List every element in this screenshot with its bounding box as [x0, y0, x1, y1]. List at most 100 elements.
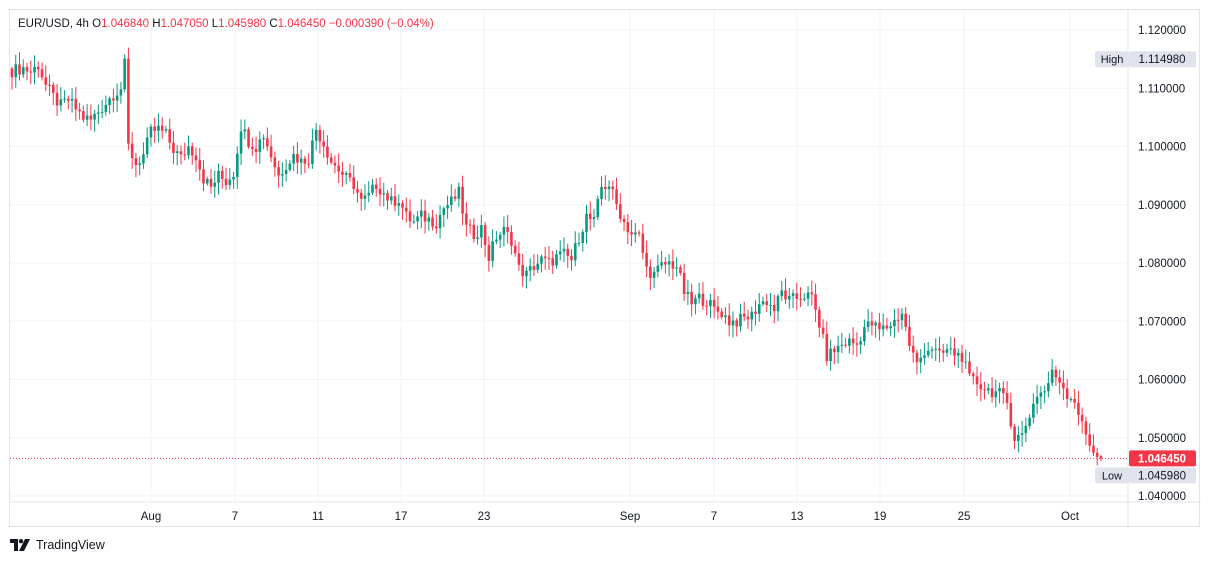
candle-body: [74, 98, 78, 110]
candle-body: [168, 129, 172, 143]
candle-body: [378, 188, 382, 195]
candle-body: [551, 258, 555, 266]
candle-body: [18, 64, 21, 75]
candle-body: [213, 182, 217, 187]
candle-body: [97, 112, 100, 114]
candle-body: [142, 154, 145, 164]
candle-body: [401, 203, 404, 208]
time-axis[interactable]: Aug 7 11 17 23 Sep 7 13 19 25 Oct: [141, 511, 1080, 523]
candlestick-series[interactable]: [10, 47, 1103, 466]
candle-body: [960, 352, 964, 363]
candle-body: [705, 305, 708, 307]
candle-body: [48, 84, 51, 86]
tradingview-logo[interactable]: TradingView: [10, 538, 105, 552]
candle-body: [491, 241, 494, 261]
interval-label[interactable]: 4h: [76, 18, 89, 30]
candle-body: [964, 361, 968, 363]
candle-body: [874, 322, 877, 326]
time-tick-label: Sep: [620, 511, 640, 523]
candle-body: [731, 320, 735, 326]
candle-body: [637, 232, 641, 234]
candle-body: [926, 350, 930, 356]
symbol-label[interactable]: EUR/USD: [18, 18, 70, 30]
candle-body: [296, 154, 299, 163]
candle-body: [667, 261, 671, 265]
candle-body: [172, 142, 175, 154]
chart-frame[interactable]: 1.120000 1.110000 1.100000 1.090000 1.080000…: [9, 9, 1201, 528]
candle-body: [690, 291, 693, 305]
ohlc-legend: EUR/USD, 4h O1.046840 H1.047050 L1.04598…: [18, 18, 434, 30]
candle-body: [558, 251, 562, 255]
candle-body: [772, 304, 776, 312]
candle-body: [716, 306, 720, 312]
candle-body: [273, 157, 277, 168]
marker-value-bg: [1129, 450, 1196, 467]
candle-body: [742, 313, 746, 317]
marker-label: Low: [1102, 470, 1122, 482]
candle-body: [806, 292, 810, 299]
candle-body: [389, 196, 393, 201]
candle-body: [679, 267, 682, 273]
candle-body: [656, 265, 660, 272]
candle-body: [611, 186, 615, 190]
candle-body: [562, 248, 566, 252]
candle-body: [333, 162, 337, 166]
candle-body: [254, 148, 258, 152]
time-tick-label: 7: [711, 511, 717, 523]
candle-body: [104, 104, 108, 112]
candle-body: [1069, 398, 1073, 400]
candle-body: [761, 301, 765, 305]
candle-body: [588, 213, 592, 220]
candle-body: [277, 167, 280, 176]
candle-body: [63, 98, 66, 100]
candle-body: [1099, 456, 1103, 459]
candle-body: [596, 198, 600, 218]
candle-body: [543, 256, 547, 259]
candle-body: [314, 129, 318, 141]
candle-body: [765, 301, 769, 306]
candle-body: [510, 231, 513, 246]
price-tick-label: 1.060000: [1138, 375, 1186, 387]
candle-body: [202, 169, 205, 184]
price-tick-label: 1.110000: [1138, 83, 1185, 95]
candle-body: [836, 345, 840, 353]
candle-body: [209, 178, 213, 187]
candle-body: [52, 85, 55, 93]
low-value: 1.045980: [218, 18, 267, 30]
time-tick-label: 11: [312, 511, 324, 523]
candle-body: [866, 321, 870, 328]
candle-body: [757, 304, 761, 314]
candle-body: [21, 67, 25, 75]
candle-body: [127, 58, 130, 144]
candle-body: [859, 341, 862, 345]
candle-body: [85, 115, 89, 120]
candle-body: [281, 173, 284, 176]
marker-label-bg: [1095, 467, 1129, 484]
candle-body: [348, 173, 352, 178]
candle-body: [1043, 391, 1046, 393]
candle-body: [1092, 445, 1095, 453]
candle-body: [363, 195, 367, 199]
candle-body: [89, 115, 93, 120]
candle-body: [14, 64, 18, 78]
candle-body: [112, 98, 115, 101]
candle-body: [435, 226, 438, 229]
change-percent: (−0.04%): [386, 18, 434, 30]
candle-body: [198, 160, 202, 170]
candle-body: [1073, 398, 1076, 403]
candle-body: [344, 173, 348, 175]
candle-body: [814, 294, 817, 310]
candle-body: [217, 170, 220, 183]
price-axis[interactable]: 1.120000 1.110000 1.100000 1.090000 1.080000…: [1138, 25, 1186, 503]
candle-body: [983, 389, 986, 391]
marker-value: 1.114980: [1138, 54, 1185, 66]
candle-body: [581, 231, 585, 243]
candle-body: [532, 266, 536, 270]
candle-body: [1084, 421, 1088, 435]
candle-body: [735, 320, 739, 327]
candle-body: [900, 313, 904, 321]
candle-body: [329, 157, 333, 163]
price-chart[interactable]: 1.120000 1.110000 1.100000 1.090000 1.080000…: [10, 10, 1201, 528]
candle-body: [784, 290, 787, 300]
candle-body: [29, 71, 33, 73]
